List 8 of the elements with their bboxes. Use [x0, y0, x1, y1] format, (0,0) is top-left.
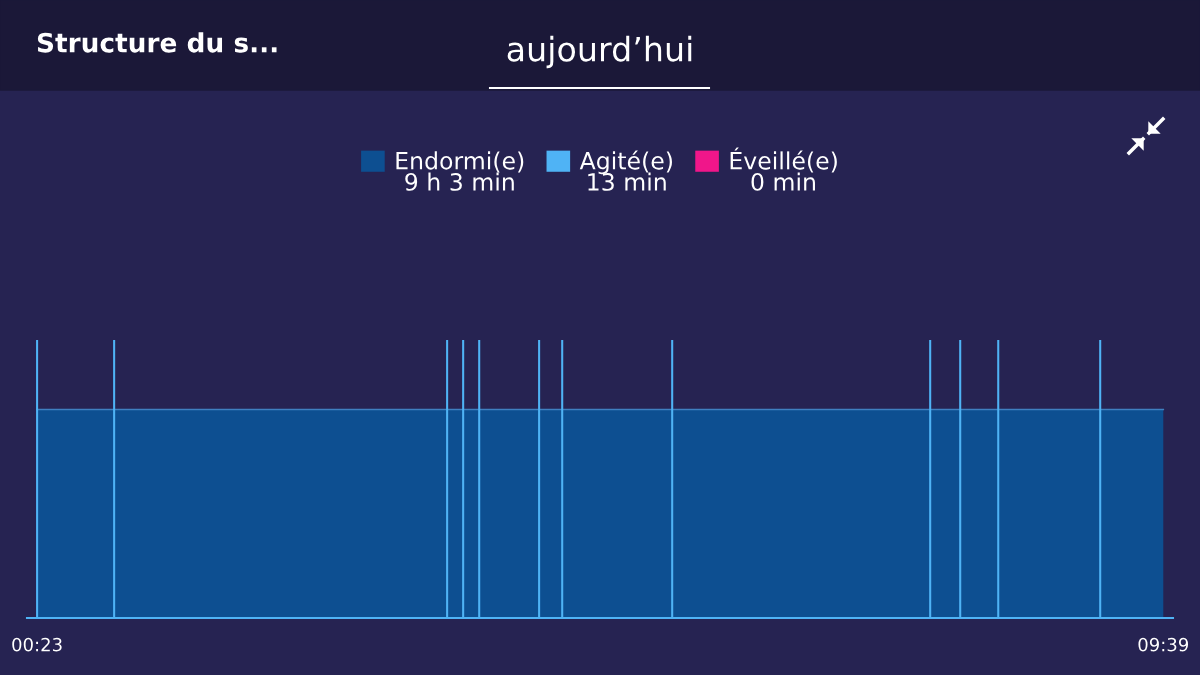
legend-label: Éveillé(e)	[730, 147, 837, 173]
x-tick-label: 09:39	[1138, 637, 1189, 652]
chart-title: Structure du s...	[37, 32, 277, 53]
x-tick-label: 00:23	[12, 637, 62, 652]
chart-subtitle: aujourd’hui	[507, 35, 692, 69]
text: 0 min	[751, 172, 815, 191]
text: 9 h 3 min	[405, 172, 514, 191]
legend-label: Endormi(e)	[396, 151, 524, 173]
